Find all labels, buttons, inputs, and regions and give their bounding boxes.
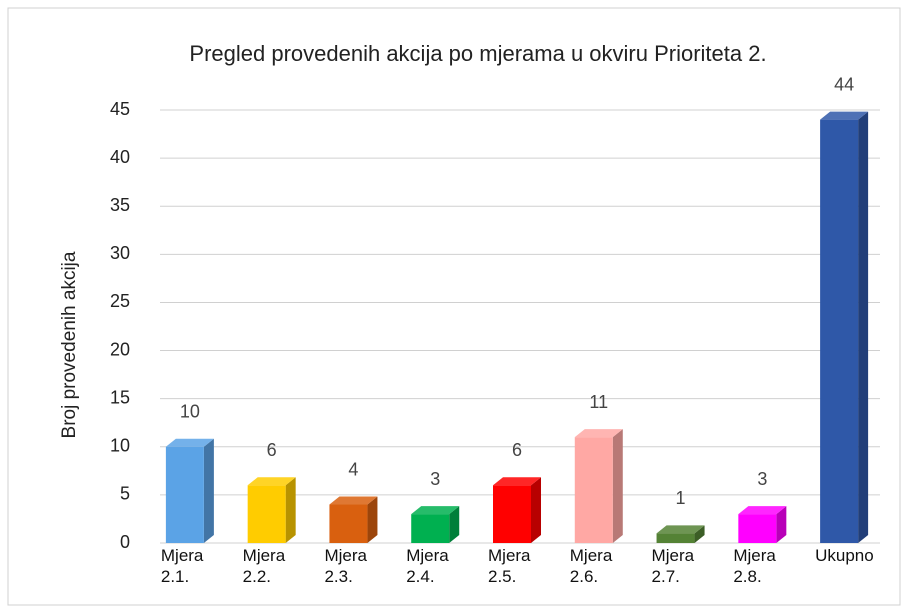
- bar-side: [612, 429, 623, 543]
- data-label: 6: [512, 440, 522, 460]
- x-tick-label: Mjera 2.4.: [406, 546, 449, 586]
- bar-top: [411, 506, 460, 515]
- data-label: 44: [834, 74, 854, 94]
- x-tick-label: Mjera 2.6.: [569, 546, 613, 586]
- bar-top: [820, 111, 869, 120]
- x-tick-label: Mjera 2.7.: [651, 546, 695, 586]
- y-tick-label: 10: [110, 436, 130, 456]
- bar-top: [493, 477, 541, 486]
- x-tick-label: Ukupno: [815, 546, 874, 565]
- data-label: 3: [430, 469, 440, 489]
- bar-side: [694, 525, 705, 543]
- data-label: 10: [180, 402, 200, 422]
- chart-title: Pregled provedenih akcija po mjerama u o…: [189, 41, 766, 66]
- bar: [738, 514, 777, 543]
- bar-top: [656, 525, 705, 534]
- x-tick-label: Mjera 2.1.: [160, 546, 204, 586]
- x-tick-label: Mjera 2.5.: [488, 546, 531, 586]
- data-label: 11: [589, 392, 608, 412]
- y-tick-label: 45: [110, 99, 130, 119]
- bar-top: [574, 429, 623, 438]
- y-tick-label: 5: [120, 484, 130, 504]
- y-axis-label: Broj provedenih akcija: [59, 251, 80, 438]
- x-tick-label: Mjera 2.8.: [733, 546, 776, 586]
- y-tick-label: 15: [110, 387, 130, 407]
- y-tick-label: 35: [110, 195, 130, 215]
- bar-side: [203, 438, 214, 543]
- bar: [247, 485, 286, 543]
- data-label: 1: [676, 488, 686, 508]
- data-label: 3: [757, 469, 767, 489]
- x-tick-label: Mjera 2.2.: [242, 546, 286, 586]
- chart-border: [7, 7, 901, 606]
- bar-side: [858, 111, 869, 543]
- bar: [574, 437, 613, 543]
- bar-side: [531, 477, 541, 543]
- bar: [411, 514, 450, 543]
- bar-side: [285, 477, 296, 543]
- bar: [656, 533, 695, 543]
- data-label: 4: [348, 459, 358, 479]
- bar: [820, 119, 859, 543]
- bar-side: [776, 506, 787, 543]
- data-label: 6: [267, 440, 277, 460]
- bar-top: [329, 496, 378, 505]
- bar-side: [449, 506, 460, 543]
- y-tick-label: 20: [110, 339, 130, 359]
- bar-side: [367, 496, 378, 543]
- bar: [165, 446, 204, 543]
- bar-top: [165, 438, 214, 447]
- bar-top: [247, 477, 296, 486]
- bar: [329, 504, 368, 543]
- y-tick-label: 30: [110, 243, 130, 263]
- bar-top: [738, 506, 787, 515]
- y-tick-label: 25: [110, 291, 130, 311]
- bar: [493, 485, 531, 543]
- y-tick-label: 40: [110, 147, 130, 167]
- x-tick-label: Mjera 2.3.: [324, 546, 367, 586]
- y-tick-label: 0: [120, 532, 130, 552]
